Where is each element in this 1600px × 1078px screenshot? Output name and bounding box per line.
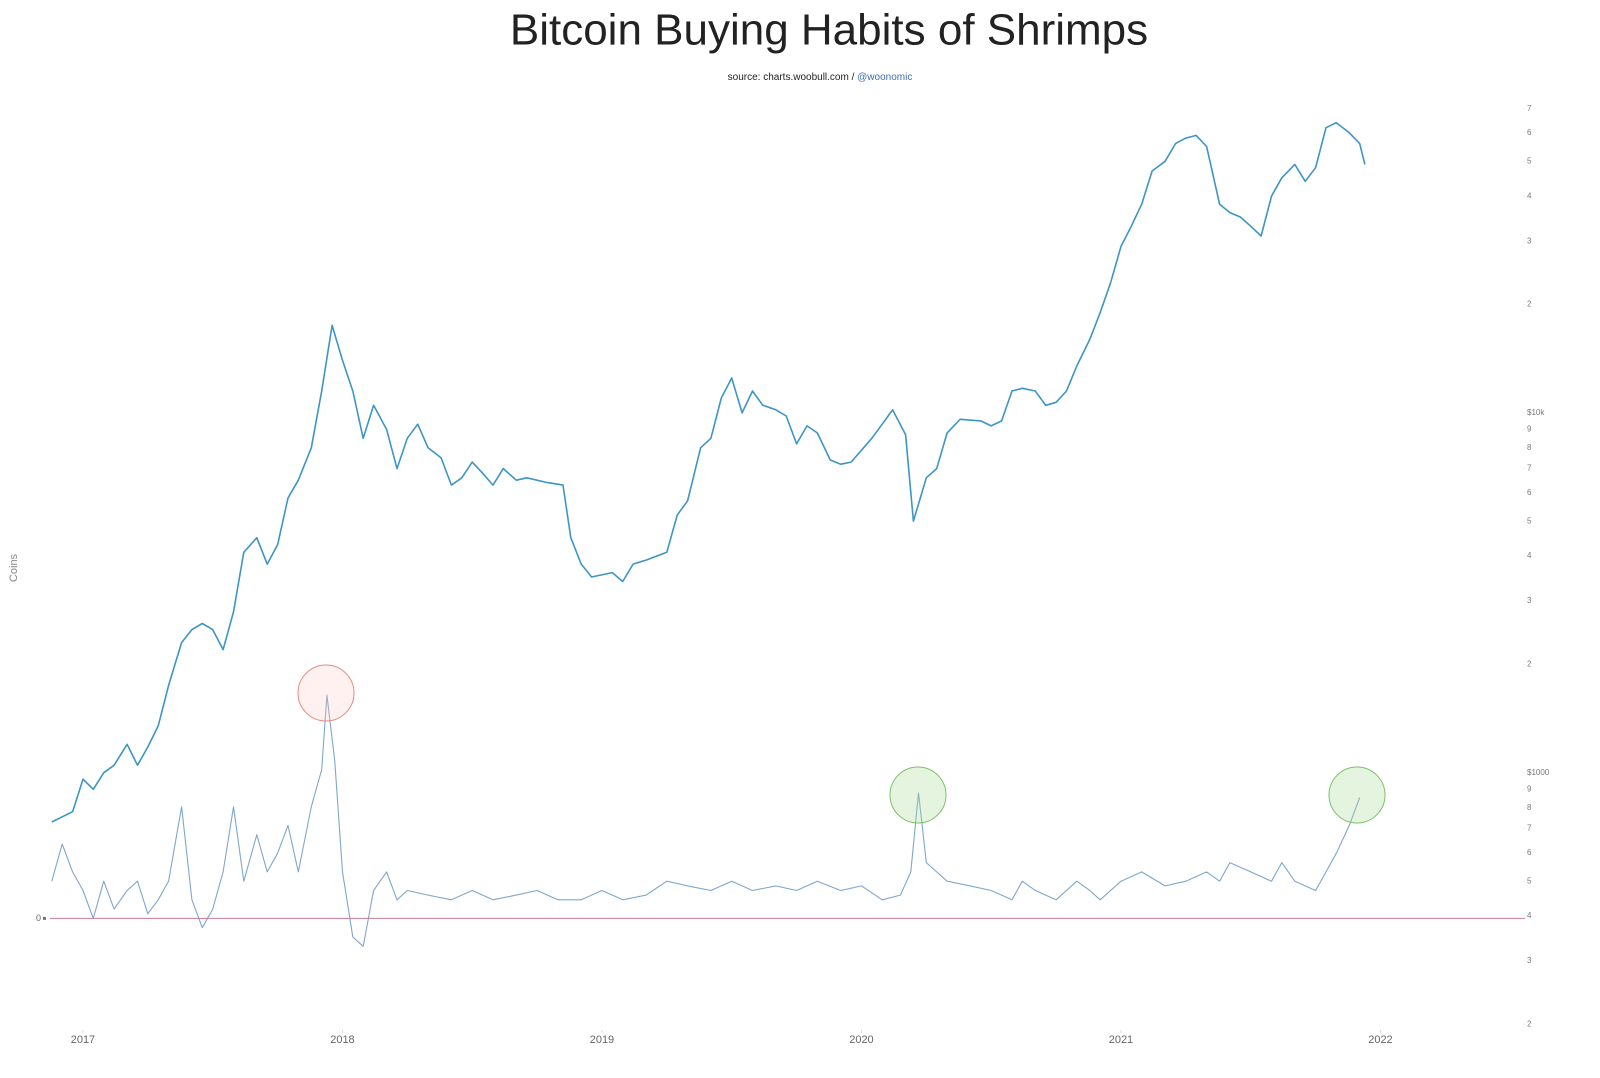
y2-tick-label: 5	[1527, 516, 1532, 525]
x-tick-label: 2022	[1368, 1034, 1392, 1046]
y2-tick-label: 9	[1527, 784, 1532, 793]
y2-tick-label: 5	[1527, 156, 1532, 165]
price-line	[51, 121, 1366, 823]
y2-tick-label: 3	[1527, 956, 1532, 965]
y2-tick-label: $10k	[1527, 408, 1545, 417]
y2-tick-label: $1000	[1527, 768, 1550, 777]
x-tick-label: 2021	[1109, 1034, 1133, 1046]
subtitle-link: @woonomic	[857, 72, 912, 83]
x-tick-label: 2018	[330, 1034, 354, 1046]
chart-subtitle: source: charts.woobull.com / @woonomic	[728, 72, 913, 83]
x-tick-label: 2020	[849, 1034, 873, 1046]
coins-line	[51, 694, 1361, 947]
highlight-circle	[297, 664, 355, 722]
highlight-circle	[889, 766, 947, 824]
y2-tick-label: 4	[1527, 551, 1532, 560]
x-tick-label: 2019	[590, 1034, 614, 1046]
y2-tick-label: 6	[1527, 128, 1532, 137]
y2-tick-label: 6	[1527, 848, 1532, 857]
x-tick-label: 2017	[71, 1034, 95, 1046]
highlight-circle	[1328, 766, 1386, 824]
y2-tick-label: 8	[1527, 443, 1532, 452]
y2-tick-label: 6	[1527, 488, 1532, 497]
y2-tick-label: 4	[1527, 191, 1532, 200]
y2-tick-label: 8	[1527, 803, 1532, 812]
y2-tick-label: 7	[1527, 464, 1532, 473]
y2-tick-label: 5	[1527, 876, 1532, 885]
y2-tick-label: 2	[1527, 1020, 1532, 1029]
y-tick	[43, 916, 46, 920]
subtitle-source: source: charts.woobull.com /	[728, 72, 855, 83]
y-tick-label: 0	[36, 913, 41, 923]
y2-tick-label: 4	[1527, 911, 1532, 920]
chart-title: Bitcoin Buying Habits of Shrimps	[510, 6, 1148, 55]
y-axis-label: Coins	[8, 553, 20, 582]
plot-area	[51, 121, 1366, 947]
y2-tick-label: 2	[1527, 300, 1532, 309]
y2-tick-label: 3	[1527, 596, 1532, 605]
y2-tick-label: 7	[1527, 824, 1532, 833]
y2-tick-label: 2	[1527, 660, 1532, 669]
y2-tick-label: 3	[1527, 236, 1532, 245]
y2-tick-label: 9	[1527, 424, 1532, 433]
y2-tick-label: 7	[1527, 104, 1532, 113]
